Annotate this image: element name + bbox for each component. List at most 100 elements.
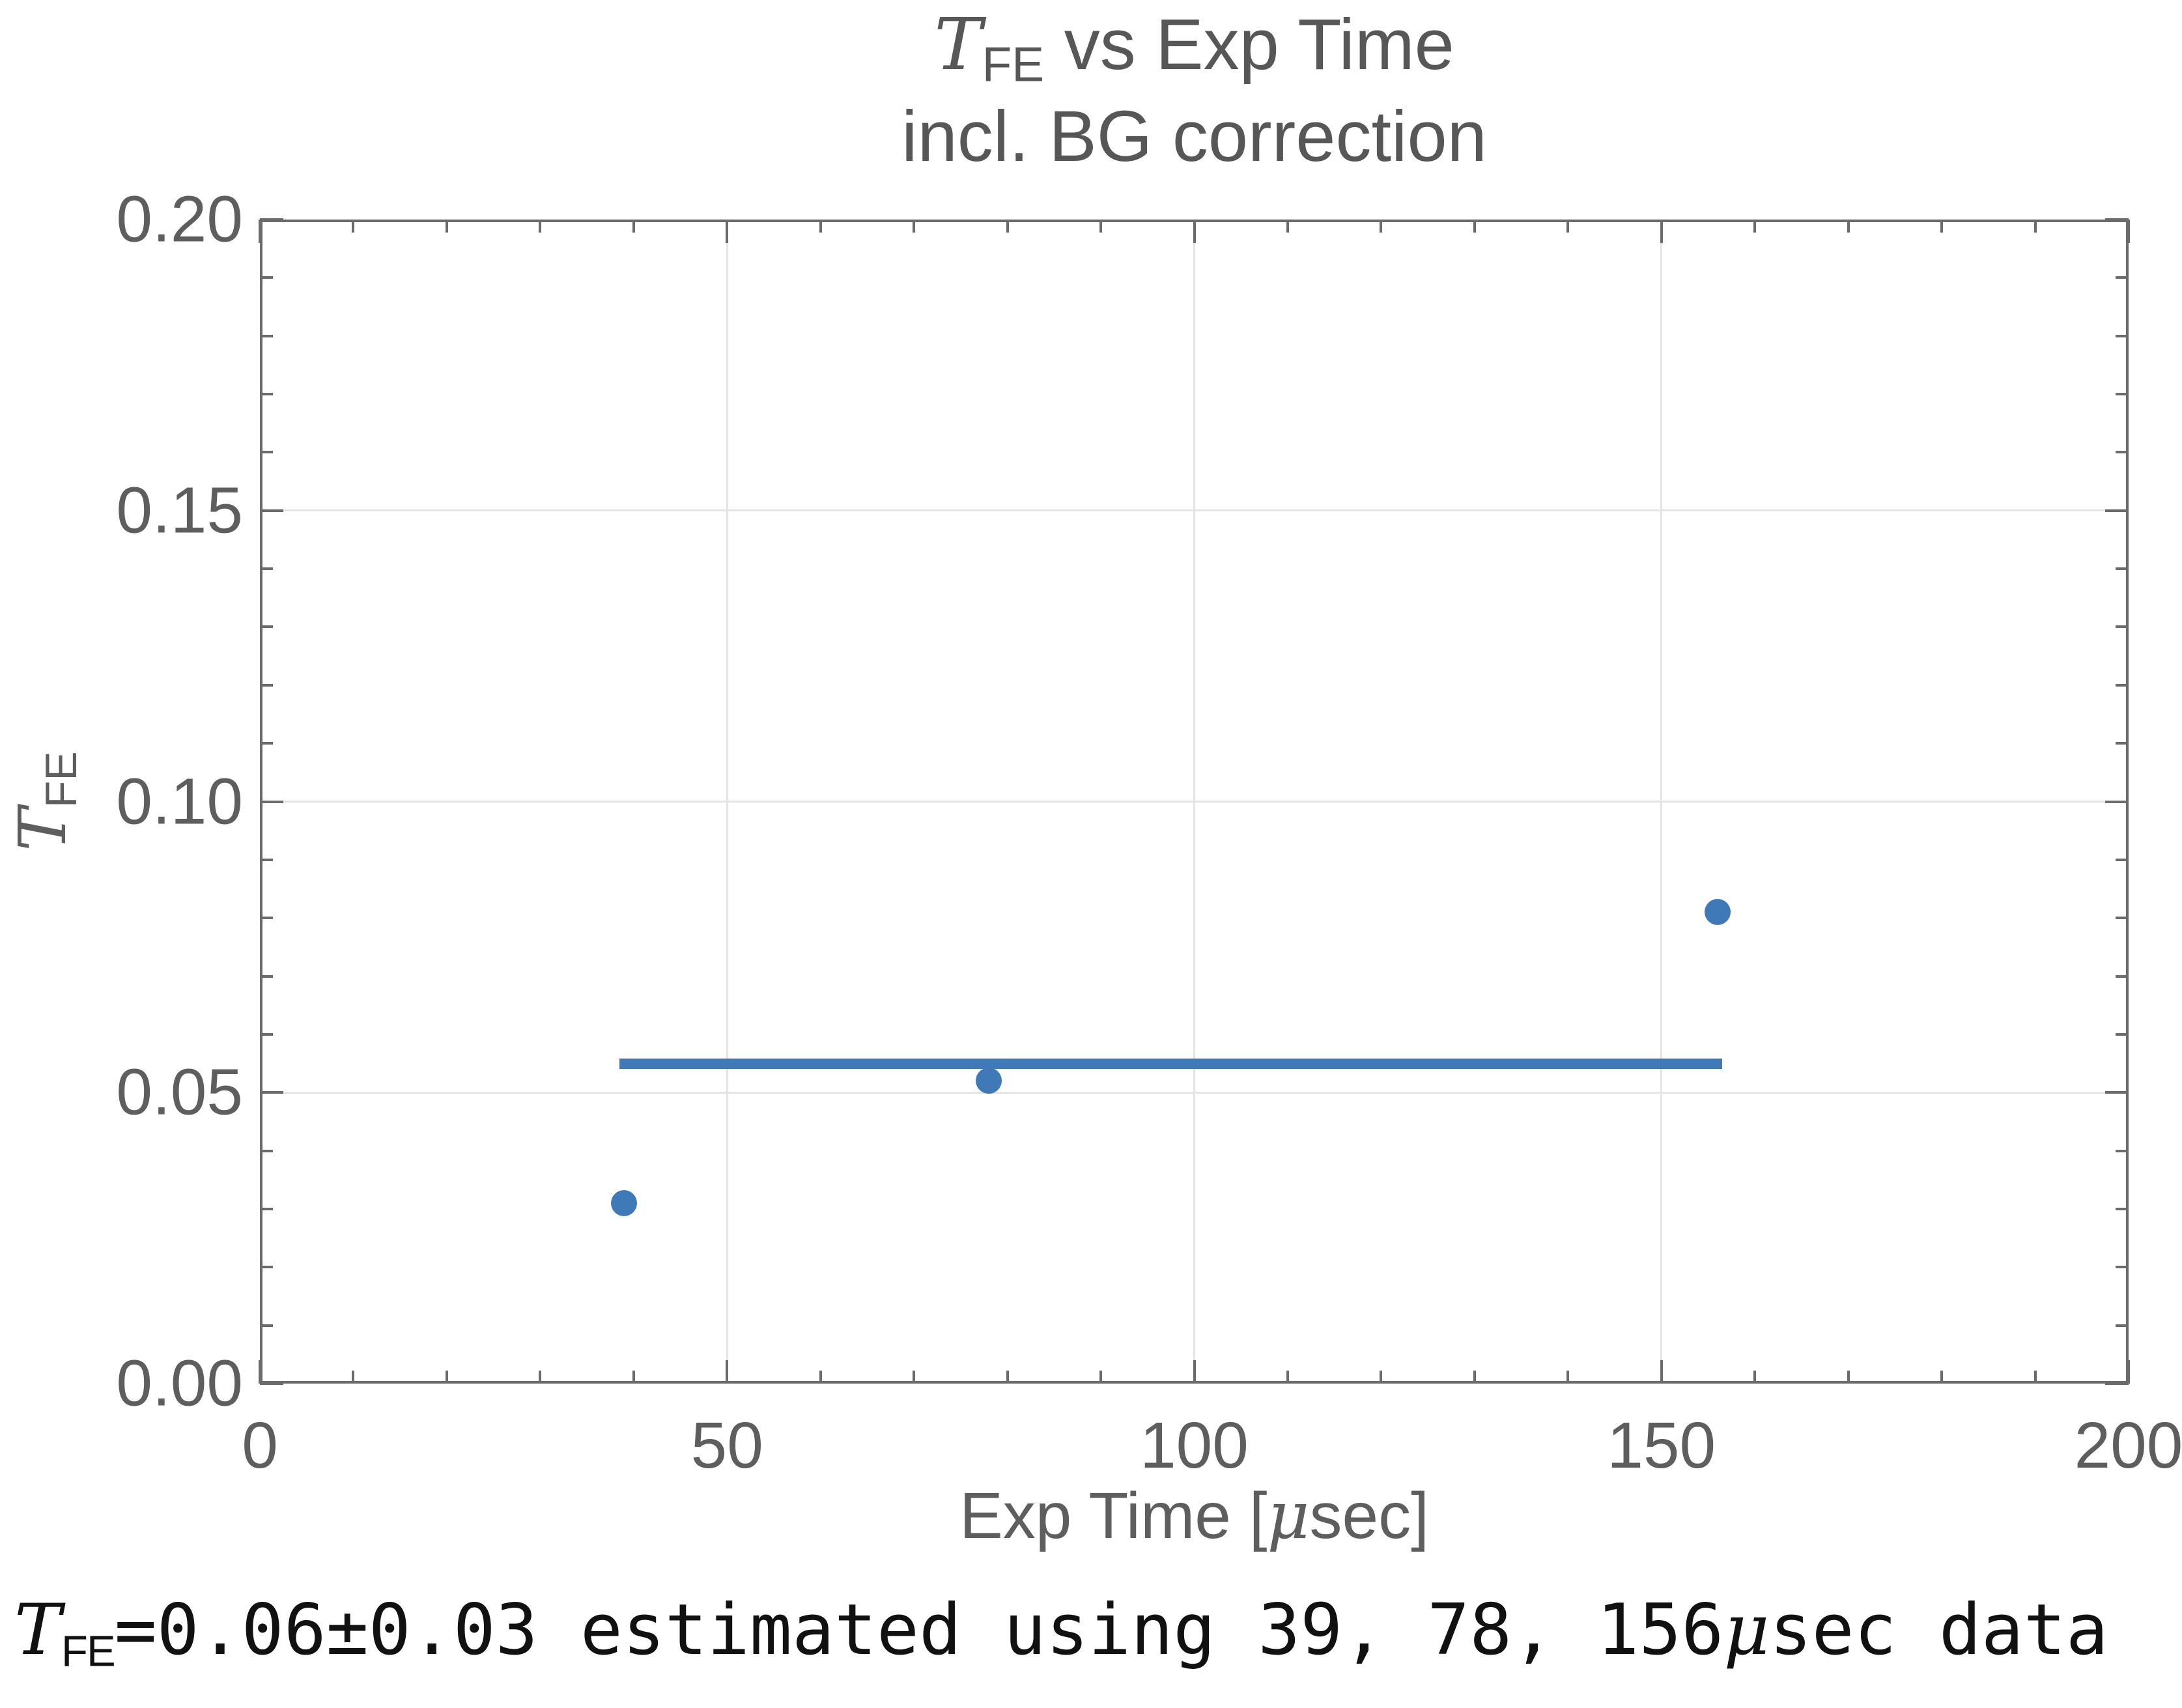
- x-tick: [1193, 220, 1196, 243]
- y-tick: [2116, 858, 2129, 861]
- x-tick: [1006, 220, 1009, 233]
- y-tick: [260, 218, 283, 221]
- y-tick: [260, 1266, 273, 1269]
- y-axis-label: TFE: [5, 751, 86, 851]
- x-tick: [632, 1371, 635, 1384]
- x-tick: [726, 1360, 729, 1384]
- y-tick: [260, 625, 273, 629]
- y-tick: [260, 509, 283, 512]
- x-tick: [539, 1371, 542, 1384]
- y-tick: [2116, 334, 2129, 337]
- y-tick: [2105, 509, 2129, 512]
- caption-body: =0.06±0.03 estimated using 39, 78, 156: [114, 1589, 1724, 1671]
- x-tick: [352, 1371, 355, 1384]
- data-point: [1704, 899, 1731, 926]
- chart-title: TFE vs Exp Time: [260, 3, 2129, 93]
- y-tick: [260, 683, 273, 687]
- y-tick: [2116, 1149, 2129, 1152]
- y-tick: [2105, 1382, 2129, 1385]
- y-tick: [260, 858, 273, 861]
- x-tick: [2033, 1371, 2037, 1384]
- x-tick: [1660, 220, 1663, 243]
- y-tick: [260, 800, 283, 803]
- x-tick: [913, 1371, 916, 1384]
- caption-tail: sec data: [1769, 1589, 2108, 1671]
- x-tick-label: 100: [1140, 1409, 1249, 1482]
- x-tick: [1193, 1360, 1196, 1384]
- y-tick: [2116, 1266, 2129, 1269]
- y-tick: [2116, 1032, 2129, 1036]
- y-tick: [260, 1149, 273, 1152]
- fit-line: [619, 1058, 1722, 1069]
- y-tick: [260, 1382, 283, 1385]
- x-tick: [1940, 220, 1944, 233]
- caption: TFE=0.06±0.03 estimated using 39, 78, 15…: [14, 1589, 2182, 1677]
- y-gridline: [260, 509, 2129, 512]
- y-tick: [2116, 917, 2129, 920]
- y-tick: [260, 567, 273, 571]
- x-tick: [1099, 220, 1103, 233]
- y-tick: [260, 451, 273, 454]
- y-tick: [260, 1324, 273, 1327]
- x-tick: [1473, 1371, 1476, 1384]
- caption-mu-symbol: μ: [1723, 1589, 1770, 1671]
- x-tick: [539, 220, 542, 233]
- title-t-subscript: FE: [982, 36, 1045, 92]
- x-tick: [726, 220, 729, 243]
- x-tick: [1753, 220, 1757, 233]
- caption-t-subscript: FE: [61, 1627, 116, 1676]
- x-tick-label: 0: [242, 1409, 278, 1482]
- x-tick: [2033, 220, 2037, 233]
- x-tick: [259, 220, 261, 243]
- x-tick: [352, 220, 355, 233]
- x-tick: [1099, 1371, 1103, 1384]
- y-tick: [260, 1032, 273, 1036]
- y-tick: [260, 393, 273, 396]
- y-tick-label: 0.00: [116, 1346, 243, 1420]
- y-tick-label: 0.15: [116, 474, 243, 547]
- y-tick: [2116, 975, 2129, 978]
- y-tick-label: 0.20: [116, 182, 243, 256]
- y-tick: [260, 975, 273, 978]
- x-tick: [2127, 220, 2130, 243]
- x-tick-label: 200: [2074, 1409, 2182, 1482]
- x-tick: [1286, 1371, 1289, 1384]
- y-tick: [260, 742, 273, 745]
- y-tick: [2116, 625, 2129, 629]
- x-tick: [1753, 1371, 1757, 1384]
- data-point: [975, 1068, 1002, 1094]
- y-tick: [2105, 1091, 2129, 1094]
- x-tick: [1286, 220, 1289, 233]
- x-tick: [819, 1371, 822, 1384]
- x-tick-label: 150: [1607, 1409, 1716, 1482]
- title-t-symbol: T: [934, 3, 982, 86]
- chart-subtitle: incl. BG correction: [901, 96, 1487, 177]
- y-tick: [2116, 276, 2129, 279]
- y-tick: [260, 334, 273, 337]
- y-tick: [2116, 1324, 2129, 1327]
- x-tick: [913, 220, 916, 233]
- x-tick: [1566, 220, 1570, 233]
- x-tick: [1380, 1371, 1383, 1384]
- y-gridline: [260, 801, 2129, 803]
- y-tick: [2116, 742, 2129, 745]
- data-point: [611, 1190, 638, 1216]
- x-axis-label: Exp Time [μsec]: [959, 1477, 1429, 1554]
- x-tick: [1380, 220, 1383, 233]
- x-tick: [1940, 1371, 1944, 1384]
- y-tick: [260, 917, 273, 920]
- x-tick: [1847, 220, 1850, 233]
- y-tick-label: 0.10: [116, 765, 243, 838]
- caption-t-symbol: T: [14, 1589, 62, 1671]
- y-tick: [2105, 218, 2129, 221]
- x-tick: [819, 220, 822, 233]
- y-tick: [2116, 1207, 2129, 1210]
- y-tick: [2116, 393, 2129, 396]
- y-tick: [260, 1091, 283, 1094]
- y-tick: [260, 276, 273, 279]
- mu-symbol: μ: [1267, 1477, 1310, 1554]
- x-tick: [2127, 1360, 2130, 1384]
- x-tick: [1566, 1371, 1570, 1384]
- x-tick: [1660, 1360, 1663, 1384]
- x-tick: [1473, 220, 1476, 233]
